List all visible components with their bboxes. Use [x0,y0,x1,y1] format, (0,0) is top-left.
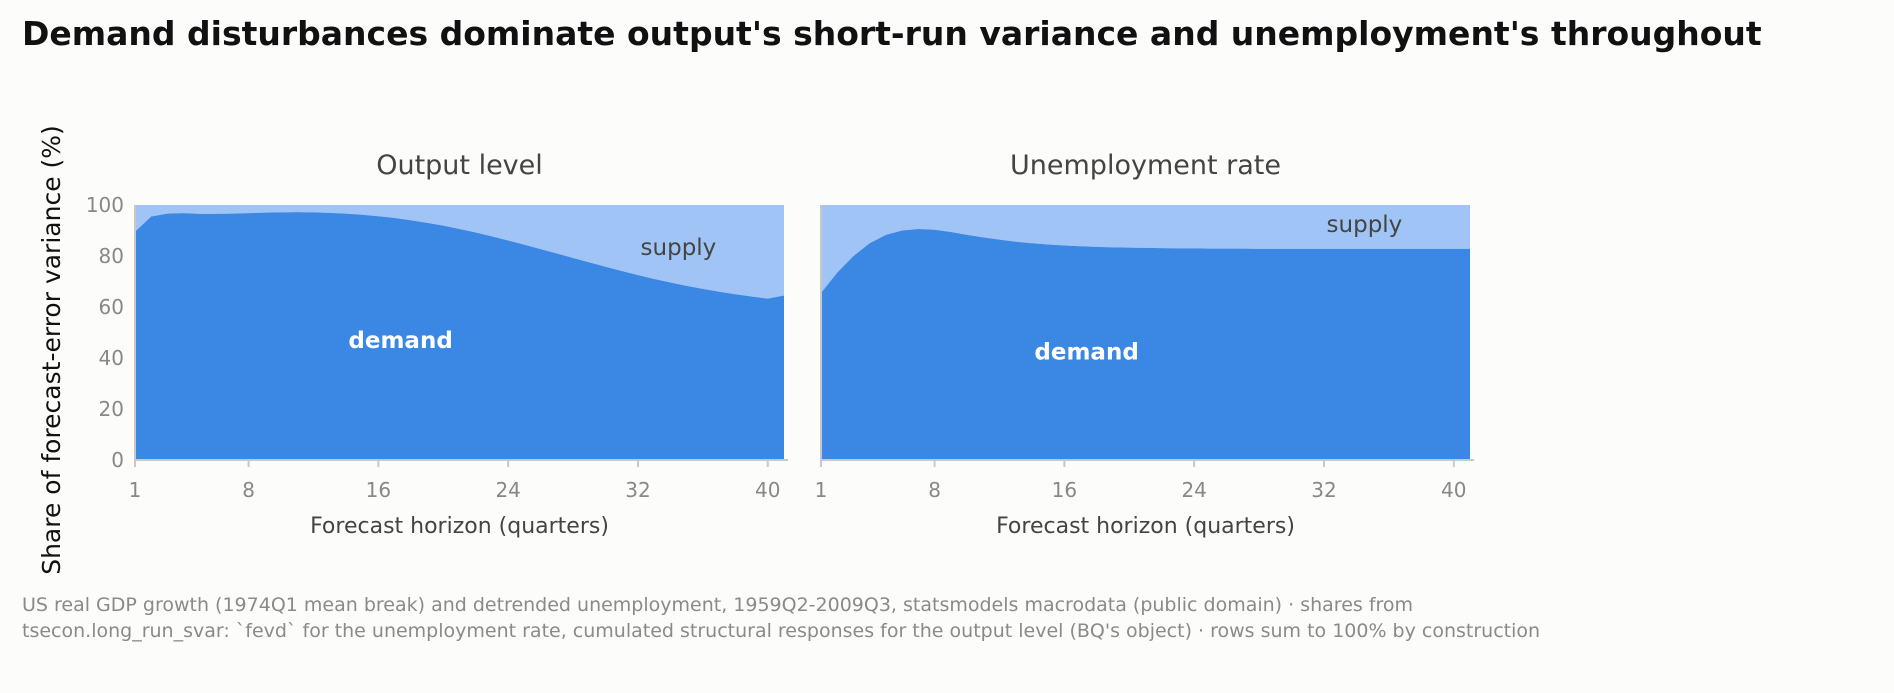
demand-label: demand [1034,340,1138,366]
x-tick-label: 16 [1052,478,1077,502]
chart-title: Demand disturbances dominate output's sh… [22,14,1762,53]
x-tick-label: 40 [755,478,780,502]
supply-area [821,205,1470,293]
y-tick-label: 40 [99,346,124,370]
x-tick-label: 8 [928,478,941,502]
x-tick-label: 8 [242,478,255,502]
x-axis-label: Forecast horizon (quarters) [996,514,1295,539]
x-axis-label: Forecast horizon (quarters) [310,514,609,539]
demand-area [135,212,784,460]
x-tick-label: 24 [1181,478,1206,502]
y-tick-label: 100 [86,193,124,217]
x-tick-label: 16 [366,478,391,502]
y-tick-label: 20 [99,397,124,421]
x-tick-label: 1 [815,478,828,502]
y-tick-label: 80 [99,244,124,268]
source-note: US real GDP growth (1974Q1 mean break) a… [22,594,1541,642]
demand-label: demand [348,328,452,354]
panel-title: Unemployment rate [1010,150,1281,181]
x-tick-label: 32 [1311,478,1336,502]
demand-area [821,228,1470,460]
supply-area [135,205,784,299]
y-tick-label: 0 [111,448,124,472]
x-tick-label: 1 [129,478,142,502]
supply-label: supply [1327,212,1403,238]
x-tick-label: 40 [1441,478,1466,502]
x-tick-label: 32 [625,478,650,502]
panel-1: 1 8 16 24 32 40 0 20 40 60 80 100 Output level Foreca… [86,150,788,539]
y-axis-label: Share of forecast-error variance (%) [37,125,66,575]
supply-label: supply [641,235,717,261]
panel-title: Output level [376,150,543,181]
x-tick-label: 24 [495,478,520,502]
y-tick-label: 60 [99,295,124,319]
panel-2: 1 8 16 24 32 40 Unemployment rate Forecast hori… [815,150,1474,539]
